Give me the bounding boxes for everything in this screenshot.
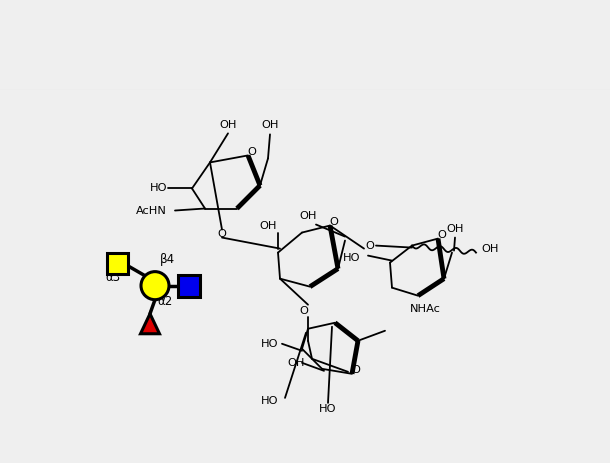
Text: O: O (300, 306, 309, 316)
Text: OH: OH (259, 220, 277, 231)
Text: HO: HO (342, 253, 360, 263)
Text: β4: β4 (159, 253, 174, 266)
Text: HO: HO (260, 396, 278, 406)
Text: α2: α2 (157, 295, 173, 308)
Text: α3: α3 (106, 271, 121, 284)
Text: HO: HO (149, 183, 167, 194)
Text: NHAc: NHAc (409, 304, 440, 314)
Text: O: O (248, 147, 256, 157)
Text: OH: OH (261, 120, 279, 131)
Text: OH: OH (300, 211, 317, 220)
Text: O: O (437, 230, 447, 239)
Circle shape (141, 272, 169, 300)
Text: OH: OH (481, 244, 499, 254)
Text: O: O (329, 217, 339, 226)
Text: HO: HO (319, 404, 337, 414)
Bar (107, 253, 127, 274)
Text: OH: OH (287, 358, 305, 368)
Bar (178, 275, 200, 297)
Text: OH: OH (219, 120, 237, 131)
Polygon shape (140, 314, 159, 334)
Text: HO: HO (260, 339, 278, 349)
Text: O: O (365, 241, 375, 250)
Text: O: O (351, 365, 361, 375)
Text: OH: OH (447, 224, 464, 233)
Text: O: O (218, 229, 226, 238)
Text: AcHN: AcHN (136, 206, 167, 215)
